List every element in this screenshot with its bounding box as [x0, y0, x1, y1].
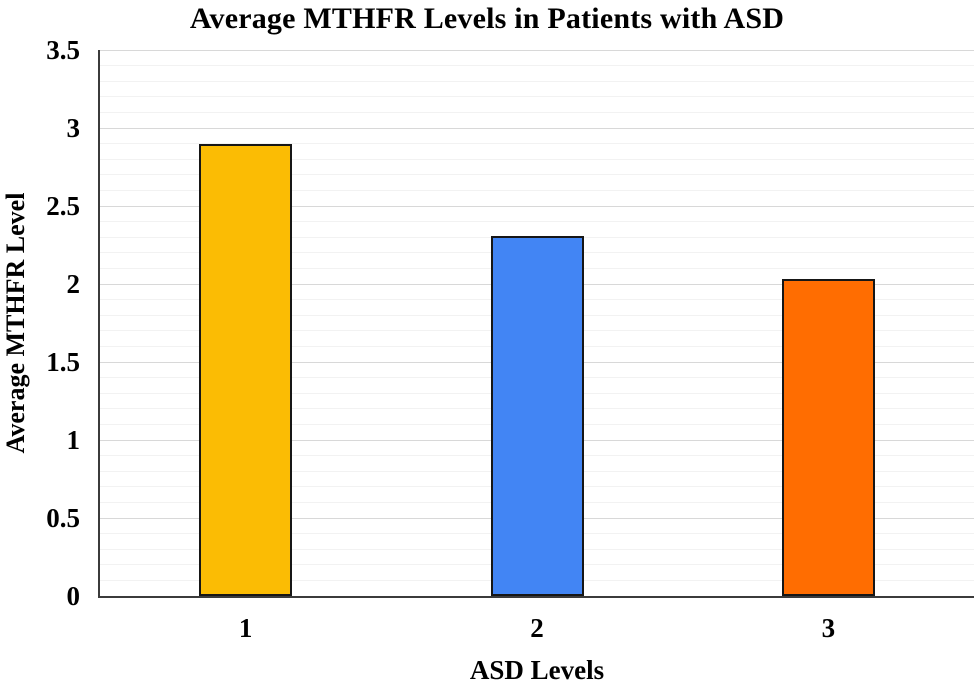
y-tick-label: 1.5 — [46, 347, 80, 377]
y-tick-label: 1 — [66, 425, 81, 455]
minor-gridline — [100, 96, 974, 98]
major-gridline — [100, 49, 974, 51]
y-axis-labels: 0 0.5 1 1.5 2 2.5 3 3.5 — [0, 35, 81, 611]
y-tick-label: 3 — [66, 113, 81, 143]
x-axis-title: ASD Levels — [469, 655, 605, 685]
chart-title: Average MTHFR Levels in Patients with AS… — [189, 2, 785, 35]
y-tick-label: 2 — [66, 269, 81, 299]
x-axis-labels: 1 2 3 — [100, 611, 974, 645]
plot-area — [98, 49, 974, 598]
major-gridline — [100, 127, 974, 129]
y-tick-label: 2.5 — [46, 191, 80, 221]
minor-gridline — [100, 80, 974, 82]
bar-category-3 — [781, 279, 875, 596]
minor-gridline — [100, 65, 974, 67]
y-tick-label: 0 — [66, 581, 81, 611]
x-tick-label: 1 — [238, 613, 253, 643]
y-tick-label: 0.5 — [46, 503, 80, 533]
x-tick-label: 3 — [821, 613, 836, 643]
minor-gridline — [100, 111, 974, 113]
bar-category-2 — [490, 235, 584, 596]
x-tick-label: 2 — [530, 613, 544, 643]
y-tick-label: 3.5 — [46, 35, 80, 65]
bar-category-1 — [199, 143, 293, 596]
